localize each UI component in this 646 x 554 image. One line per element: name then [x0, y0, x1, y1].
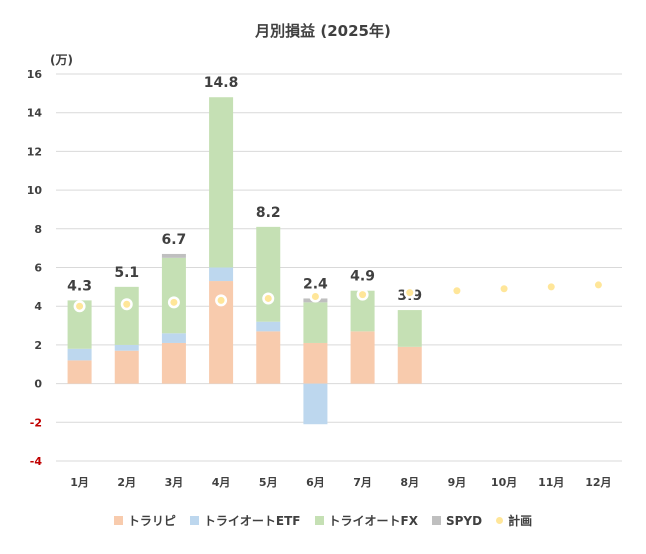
y-tick-label: -4	[30, 455, 43, 468]
bar-segment	[161, 333, 186, 343]
plan-marker	[76, 302, 84, 310]
bar-segment	[67, 348, 92, 361]
bar-segment	[161, 342, 186, 384]
legend-item: トラリピ	[113, 512, 176, 529]
bar-segment	[256, 331, 281, 384]
legend-swatch	[431, 516, 441, 525]
plan-marker	[594, 281, 602, 289]
y-tick-label: 0	[34, 378, 42, 391]
x-tick-label: 3月	[165, 476, 184, 489]
bar-segment	[67, 360, 92, 384]
bar-segment	[303, 302, 328, 343]
plan-marker	[311, 293, 319, 301]
bar-segment	[209, 97, 234, 268]
chart-title: 月別損益 (2025年)	[255, 22, 391, 40]
legend-item: 計画	[496, 512, 532, 529]
y-tick-label: 14	[27, 107, 43, 120]
y-tick-label: 10	[27, 184, 43, 197]
plan-marker	[170, 298, 178, 306]
x-tick-label: 9月	[448, 476, 467, 489]
legend-swatch	[314, 516, 324, 525]
y-tick-label: -2	[30, 416, 42, 429]
x-tick-label: 2月	[117, 476, 136, 489]
bar-segment	[256, 321, 281, 332]
plan-marker	[264, 294, 272, 302]
y-tick-label: 12	[27, 145, 42, 158]
legend-item: トライオートETF	[189, 512, 301, 529]
legend-label: 計画	[508, 514, 533, 528]
x-tick-label: 12月	[585, 476, 611, 489]
bar-total-label: 6.7	[162, 232, 187, 248]
x-tick-label: 6月	[306, 476, 325, 489]
y-axis-unit-label: (万)	[50, 53, 73, 67]
legend-label: SPYD	[445, 513, 483, 528]
bar-total-label: 8.2	[256, 205, 281, 221]
plan-marker	[217, 296, 225, 304]
plan-marker	[453, 287, 461, 295]
x-tick-label: 5月	[259, 476, 278, 489]
legend-swatch	[189, 516, 199, 525]
plan-marker	[547, 283, 555, 291]
bar-total-label: 14.8	[204, 75, 239, 91]
legend-swatch	[113, 516, 123, 525]
x-tick-label: 1月	[70, 476, 89, 489]
bar-segment	[397, 310, 422, 347]
legend-item: トライオートFX	[314, 512, 418, 529]
legend-label: トライオートETF	[203, 514, 301, 528]
y-tick-label: 8	[34, 223, 42, 236]
bar-segment	[397, 346, 422, 384]
legend: トラリピ トライオートETF トライオートFX SPYD 計画	[0, 512, 646, 529]
plan-marker	[123, 300, 131, 308]
x-tick-label: 7月	[353, 476, 372, 489]
x-tick-label: 8月	[400, 476, 419, 489]
plan-marker	[500, 285, 508, 293]
legend-label: トラリピ	[127, 514, 176, 528]
legend-item: SPYD	[431, 513, 483, 528]
bar-total-label: 4.3	[67, 278, 92, 294]
y-tick-label: 2	[34, 339, 42, 352]
bar-total-label: 5.1	[114, 265, 139, 281]
legend-swatch	[496, 517, 504, 524]
bar-segment	[161, 253, 186, 258]
bar-segment	[161, 257, 186, 334]
plan-marker	[359, 291, 367, 299]
bar-total-label: 4.9	[350, 269, 375, 285]
bar-segment	[114, 344, 139, 351]
x-tick-label: 4月	[212, 476, 231, 489]
bar-segment	[114, 350, 139, 384]
bar-segment	[209, 267, 234, 282]
bar-segment	[114, 286, 139, 345]
bar-segment	[303, 342, 328, 384]
legend-label: トライオートFX	[328, 514, 418, 528]
x-tick-label: 11月	[538, 476, 564, 489]
bar-segment	[303, 383, 328, 425]
bar-segment	[256, 226, 281, 322]
y-tick-label: 6	[34, 262, 42, 275]
bar-total-label: 2.4	[303, 276, 328, 292]
plan-marker	[406, 289, 414, 297]
bar-segment	[350, 331, 375, 384]
x-tick-label: 10月	[491, 476, 517, 489]
y-tick-label: 16	[27, 68, 43, 81]
y-tick-label: 4	[34, 300, 42, 313]
